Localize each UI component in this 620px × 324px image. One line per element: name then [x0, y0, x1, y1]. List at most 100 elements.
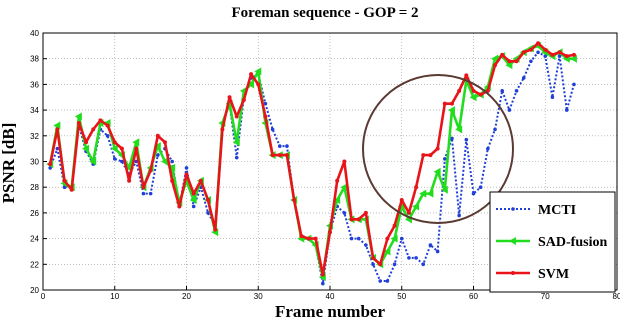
data-point: [112, 140, 117, 145]
data-point: [572, 82, 576, 87]
data-point: [457, 213, 461, 218]
data-point: [84, 140, 89, 145]
data-point: [105, 123, 110, 128]
y-tick-label: 20: [30, 286, 39, 295]
data-point: [399, 236, 404, 241]
data-point: [471, 88, 476, 93]
data-point: [371, 255, 376, 260]
data-point: [421, 153, 426, 158]
data-point: [55, 146, 60, 151]
data-point: [457, 88, 462, 93]
data-point: [564, 54, 569, 59]
data-point: [569, 54, 577, 63]
data-point: [254, 67, 262, 76]
data-point: [450, 136, 454, 141]
x-tick-label: 40: [326, 292, 335, 301]
axis-ticks: 0 10 20 30 40 50 60 70 80 20 22 24 26 28 30 32 34 36 38 40: [30, 29, 620, 301]
data-point: [191, 204, 196, 209]
data-point: [299, 234, 304, 239]
legend-label: SVM: [538, 267, 569, 282]
x-axis-label: Frame number: [275, 302, 385, 321]
data-point: [356, 217, 361, 222]
data-point: [48, 166, 52, 170]
data-point: [428, 153, 433, 158]
data-point: [313, 236, 318, 241]
data-point: [191, 191, 196, 196]
legend-item: SVM: [496, 267, 569, 282]
data-point: [507, 59, 512, 64]
data-point: [349, 217, 354, 222]
data-point: [155, 133, 160, 138]
data-point: [189, 196, 197, 205]
x-tick-label: 70: [541, 292, 550, 301]
data-point: [514, 89, 519, 93]
data-point: [148, 168, 153, 173]
data-point: [491, 54, 499, 63]
x-tick-label: 20: [182, 292, 191, 301]
data-point: [156, 153, 160, 157]
data-point: [62, 185, 67, 189]
legend: MCTI SAD-fusion SVM: [489, 191, 616, 293]
data-point: [89, 157, 97, 166]
data-point: [141, 185, 146, 190]
data-point: [536, 41, 541, 46]
data-point: [320, 272, 325, 277]
y-tick-label: 28: [30, 183, 39, 192]
data-point: [447, 106, 455, 115]
data-point: [74, 112, 82, 121]
data-point: [486, 146, 490, 151]
data-point: [256, 82, 261, 87]
data-point: [471, 191, 476, 196]
data-point: [284, 153, 289, 158]
data-point: [62, 178, 67, 183]
data-point: [127, 178, 132, 183]
x-tick-label: 60: [469, 292, 478, 301]
series-line: [49, 51, 575, 285]
data-point: [521, 50, 526, 55]
data-point: [340, 183, 348, 192]
data-point: [120, 159, 124, 164]
data-point: [356, 236, 361, 241]
data-point: [419, 189, 427, 198]
data-point: [364, 243, 368, 247]
data-point: [270, 127, 275, 132]
data-point: [241, 97, 246, 102]
data-point: [82, 144, 90, 153]
data-point: [98, 118, 103, 123]
data-point: [141, 191, 146, 196]
data-point: [469, 93, 477, 102]
data-point: [412, 202, 420, 211]
data-point: [440, 185, 448, 194]
data-point: [247, 80, 255, 89]
y-tick-label: 34: [30, 106, 39, 115]
data-point: [443, 157, 447, 161]
highlight-circle-annotation: [362, 74, 514, 224]
legend-label: SAD-fusion: [538, 235, 607, 250]
data-point: [168, 163, 176, 172]
data-point: [378, 279, 383, 283]
data-point: [234, 155, 239, 160]
data-point: [234, 114, 239, 119]
data-point: [110, 144, 118, 153]
data-point: [105, 134, 110, 138]
data-point: [414, 256, 418, 260]
data-point: [170, 159, 174, 164]
data-point: [91, 127, 96, 132]
data-point: [53, 121, 61, 130]
data-point: [184, 172, 189, 177]
data-point: [464, 137, 469, 142]
data-point: [285, 144, 289, 148]
data-point: [227, 95, 232, 100]
legend-item: SAD-fusion: [496, 235, 607, 250]
data-point: [449, 101, 454, 106]
data-point: [69, 187, 74, 192]
data-point: [390, 234, 398, 243]
data-point: [119, 146, 124, 151]
data-point: [213, 227, 218, 232]
y-tick-label: 30: [30, 158, 39, 167]
data-point: [249, 72, 254, 77]
x-tick-label: 10: [110, 292, 119, 301]
data-point: [511, 271, 515, 275]
data-point: [426, 189, 434, 198]
